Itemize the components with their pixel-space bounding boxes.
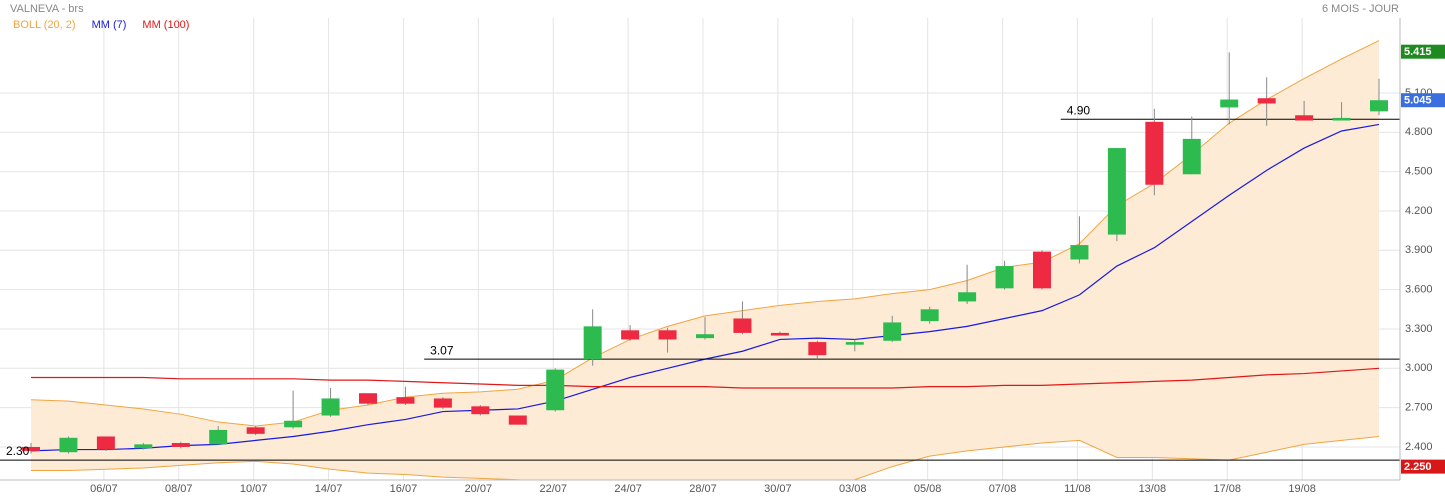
y-tick-label: 3.300: [1405, 323, 1433, 335]
candle-body: [22, 446, 40, 451]
x-tick-label: 16/07: [390, 483, 418, 495]
y-tick-label: 3.000: [1405, 362, 1433, 374]
bollinger-area: [31, 40, 1379, 480]
x-tick-label: 10/07: [240, 483, 268, 495]
candle-body: [321, 398, 340, 416]
candle-body: [1220, 99, 1239, 108]
x-tick-label: 17/08: [1213, 483, 1241, 495]
candle-body: [733, 318, 752, 333]
x-tick-label: 20/07: [465, 483, 493, 495]
x-tick-label: 28/07: [689, 483, 717, 495]
candle-body: [171, 443, 190, 447]
legend-entry: BOLL (20, 2): [13, 19, 76, 31]
candle-body: [658, 330, 677, 340]
x-tick-label: 19/08: [1288, 483, 1316, 495]
x-tick-label: 08/07: [165, 483, 193, 495]
candle-body: [359, 393, 377, 404]
candle-body: [696, 334, 714, 339]
y-tick-label: 4.500: [1405, 166, 1433, 178]
candle-body: [96, 436, 115, 450]
candle-body: [396, 397, 415, 404]
y-tick-label: 3.600: [1405, 284, 1433, 296]
x-tick-label: 11/08: [1064, 483, 1091, 495]
x-tick-label: 22/07: [539, 483, 567, 495]
candle-body: [209, 429, 228, 445]
y-tick-label: 4.800: [1405, 126, 1433, 138]
moving-average: [31, 367, 1380, 389]
candle-body: [621, 330, 640, 340]
price-tag: [1401, 44, 1445, 59]
candle-body: [845, 342, 864, 345]
x-tick-label: 14/07: [315, 483, 343, 495]
y-tick-label: 2.400: [1405, 441, 1433, 453]
level-label: 3.07: [430, 343, 454, 357]
candle-body: [433, 398, 452, 408]
y-tick-label: 2.700: [1405, 402, 1433, 414]
candle-body: [958, 292, 977, 302]
x-tick-label: 06/07: [90, 483, 118, 495]
candle-body: [246, 427, 265, 434]
candle-body: [808, 342, 827, 356]
price-tag: [1401, 459, 1445, 474]
candle-body: [1107, 148, 1126, 235]
bollinger-lower: [31, 435, 1380, 480]
candle-body: [1295, 115, 1314, 121]
candle-body: [1070, 245, 1089, 260]
level-label: 2.30: [6, 444, 30, 458]
x-tick-label: 07/08: [989, 483, 1017, 495]
candle-body: [1332, 117, 1351, 121]
candle-body: [1033, 251, 1051, 289]
candle-body: [995, 266, 1014, 289]
x-tick-label: 30/07: [764, 483, 792, 495]
candle-body: [1182, 138, 1201, 175]
x-tick-label: 24/07: [614, 483, 642, 495]
price-tag-label: 2.250: [1404, 461, 1432, 473]
y-tick-label: 4.200: [1405, 205, 1433, 217]
candle-body: [284, 420, 303, 428]
x-tick-label: 03/08: [839, 483, 867, 495]
candle-body: [508, 415, 527, 425]
candle-body: [583, 326, 602, 360]
y-tick-label: 3.900: [1405, 244, 1433, 256]
candle-body: [1370, 100, 1388, 112]
legend-entry: MM (7): [92, 19, 127, 31]
candle-body: [59, 437, 78, 453]
x-tick-label: 05/08: [914, 483, 942, 495]
plot-area: [0, 18, 1400, 480]
level-label: 4.90: [1067, 103, 1091, 117]
candle-body: [883, 322, 902, 341]
x-tick-label: 13/08: [1139, 483, 1167, 495]
candle-body: [1257, 98, 1276, 104]
candle-body: [920, 309, 939, 322]
period: 6 MOIS - JOUR: [1322, 3, 1399, 15]
candle-body: [546, 369, 565, 411]
candle-body: [1145, 121, 1164, 185]
price-tag: [1401, 93, 1445, 108]
chart-title: VALNEVA - brs: [10, 3, 84, 15]
candle-body: [770, 332, 789, 336]
price-tag-label: 5.415: [1404, 46, 1432, 58]
candle-body: [134, 444, 153, 449]
candle-body: [471, 406, 490, 415]
price-tag-label: 5.045: [1404, 95, 1432, 107]
legend-entry: MM (100): [142, 19, 189, 31]
